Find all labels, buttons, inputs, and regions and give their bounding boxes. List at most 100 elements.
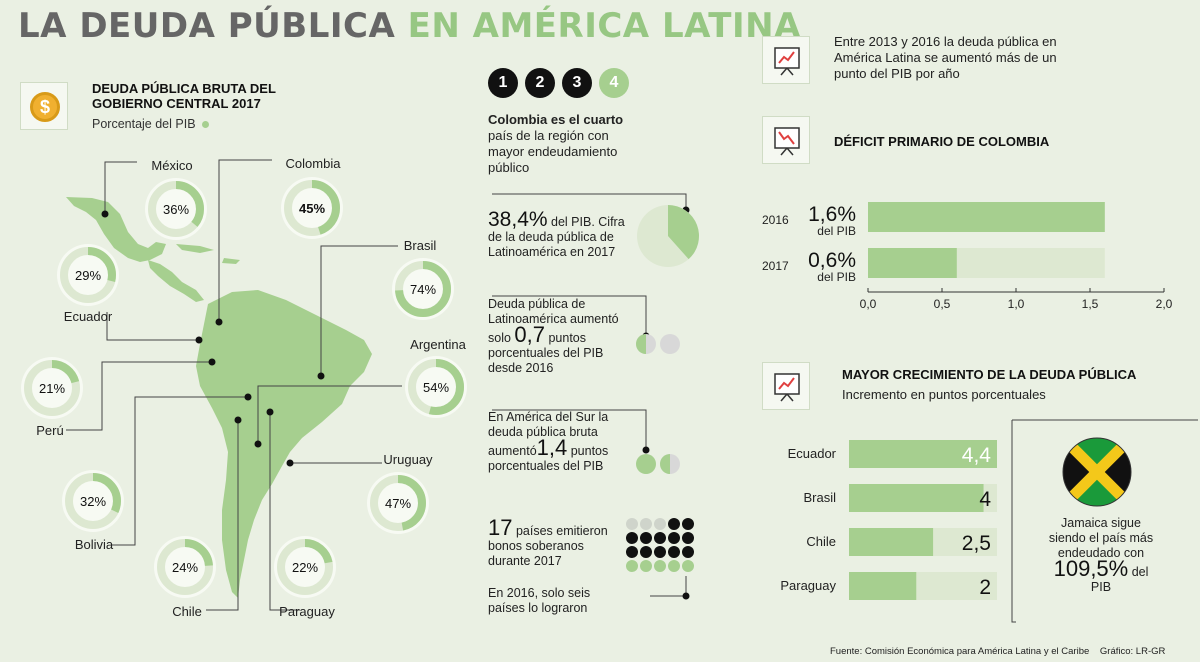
step-2: 2 <box>525 68 555 98</box>
legend-dot <box>202 121 210 128</box>
jamaica-post: del <box>1128 565 1149 579</box>
deficit-tick-label: 1,0 <box>1008 297 1025 311</box>
donut-value-label: 54% <box>423 380 449 395</box>
jamaica-divider <box>1011 420 1016 623</box>
bonds-value: 17 <box>488 515 513 540</box>
pie-text-1: del PIB. Cifra <box>547 215 625 229</box>
marker-uruguay <box>286 459 294 467</box>
donut-country-label: Uruguay <box>383 452 433 467</box>
bonds-connector <box>650 576 687 597</box>
rise-text: Deuda pública de Latinoamérica aumentó s… <box>488 297 638 376</box>
jamaica-line-3: endeudado con <box>1057 546 1145 560</box>
bond-dot <box>640 560 652 572</box>
marker-peru <box>208 358 216 366</box>
south-post: puntos <box>567 444 609 458</box>
bonds-text: 17 países emitieron bonos soberanos dura… <box>488 517 638 569</box>
south-text: En América del Sur la deuda pública brut… <box>488 410 638 474</box>
top-right-line-2: América Latina se aumentó más de un <box>834 50 1057 65</box>
deficit-value-label: 1,6% <box>808 203 856 226</box>
donut-brasil: 74% Brasil <box>392 238 454 320</box>
bond-dot <box>668 518 680 530</box>
connector-chile <box>206 420 239 611</box>
deficit-tick-label: 2,0 <box>1156 297 1173 311</box>
deficit-icon-box <box>762 116 810 164</box>
donut-arc <box>60 247 116 303</box>
rise-line-2: Latinoamérica aumentó <box>488 312 619 326</box>
bond-dot <box>654 532 666 544</box>
chart-up-icon <box>774 373 800 402</box>
pie-connector <box>492 193 687 210</box>
deficit-bar-2016 <box>868 202 1105 232</box>
title-part2: EN AMÉRICA LATINA <box>407 6 801 46</box>
south-circle-2016 <box>636 454 656 474</box>
donut-uruguay: 47% Uruguay <box>367 452 433 534</box>
bond-dot <box>682 546 694 558</box>
connector-bolivia <box>112 396 248 546</box>
pie-text-3: Latinoamérica en 2017 <box>488 245 616 259</box>
deficit-title: DÉFICIT PRIMARIO DE COLOMBIA <box>834 134 1050 149</box>
donut-country-label: Brasil <box>404 238 437 253</box>
donut-chile: 24% Chile <box>154 536 216 619</box>
bond-dot <box>654 546 666 558</box>
top-right-line-3: punto del PIB por año <box>834 66 960 81</box>
donut-value-label: 32% <box>80 494 106 509</box>
growth-chart: Ecuador 4,4 Brasil 4 Chile 2,5 Paraguay 2 <box>780 440 997 600</box>
donut-country-label: Argentina <box>410 337 466 352</box>
intro-line-4: público <box>488 160 530 175</box>
connector-peru <box>66 361 212 431</box>
dollar-coin-icon: $ <box>30 92 60 122</box>
growth-value-label: 2 <box>979 576 991 599</box>
growth-subtitle: Incremento en puntos porcentuales <box>842 387 1046 402</box>
bond-dot <box>626 560 638 572</box>
donut-colombia: 45% Colombia <box>281 156 343 239</box>
rise-line-4: desde 2016 <box>488 361 554 375</box>
donut-arc <box>65 473 121 529</box>
jamaica-last: PIB <box>1090 580 1112 594</box>
south-pre: aumentó <box>488 444 537 458</box>
growth-value-label: 2,5 <box>962 532 991 555</box>
donut-value-label: 74% <box>410 282 436 297</box>
growth-bar-chile <box>849 528 934 556</box>
donut-arc <box>408 359 464 415</box>
donut-value-label: 36% <box>163 202 189 217</box>
flag-border <box>1062 437 1132 507</box>
bonds-marker <box>682 592 690 600</box>
donut-paraguay: 22% Paraguay <box>274 536 336 619</box>
growth-bar-ecuador <box>849 440 997 468</box>
south-marker <box>642 446 650 454</box>
bonds-line-1: bonos soberanos <box>488 539 584 553</box>
bond-dot <box>682 560 694 572</box>
donut-value-label: 22% <box>292 560 318 575</box>
connector-lines <box>66 159 402 611</box>
rise-graphic <box>492 295 680 354</box>
marker-argentina <box>254 440 262 448</box>
rise-post: puntos <box>545 331 587 345</box>
donut-country-label: Ecuador <box>64 309 113 324</box>
pie-block <box>492 193 699 267</box>
intro-line-2: país de la región con <box>488 128 609 143</box>
marker-mexico <box>101 210 109 218</box>
bond-dot <box>626 518 638 530</box>
jamaica-text: Jamaica sigue siendo el país más endeuda… <box>1026 516 1176 595</box>
donut-value-label: 45% <box>299 201 325 216</box>
donut-arc <box>157 539 213 595</box>
growth-category-label: Brasil <box>803 490 836 505</box>
donut-value-label: 29% <box>75 268 101 283</box>
jamaica-block <box>1011 419 1198 623</box>
marker-brasil <box>317 372 325 380</box>
donut-value-label: 21% <box>39 381 65 396</box>
bonds-dots <box>626 518 694 600</box>
connector-paraguay <box>269 412 300 611</box>
deficit-tick-label: 0,5 <box>934 297 951 311</box>
footer: Fuente: Comisión Económica para América … <box>830 646 1165 657</box>
donut-country-label: México <box>151 158 192 173</box>
donut-peru: 21% Perú <box>21 357 83 438</box>
jamaica-value: 109,5% <box>1053 556 1129 581</box>
donut-arc <box>284 180 340 236</box>
donut-value-label: 47% <box>385 496 411 511</box>
bond-dot <box>654 518 666 530</box>
deficit-value-sub: del PIB <box>817 270 856 284</box>
growth-bar-brasil <box>849 484 984 512</box>
donut-arc <box>24 360 80 416</box>
